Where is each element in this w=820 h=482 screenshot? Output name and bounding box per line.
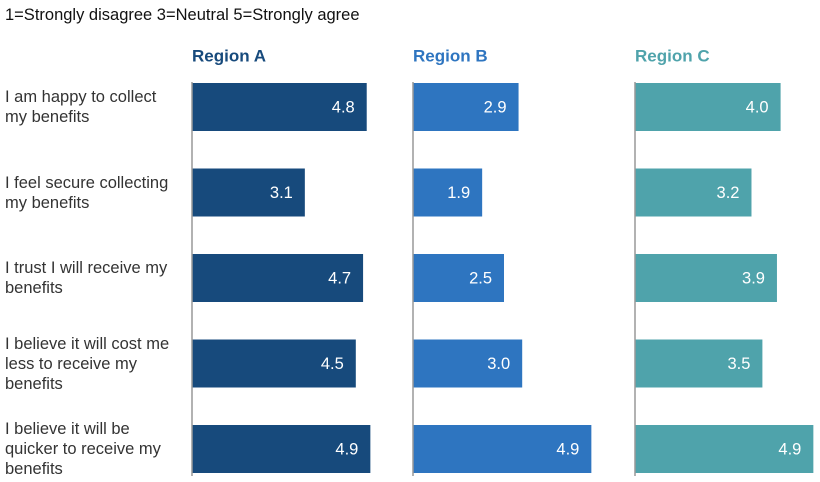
bar bbox=[635, 168, 752, 217]
legend-label: Region A bbox=[192, 46, 266, 65]
category-label: I am happy to collect my benefits bbox=[5, 88, 157, 126]
value-label: 1.9 bbox=[447, 184, 470, 202]
bar bbox=[192, 425, 371, 473]
subtitle: 1=Strongly disagree 3=Neutral 5=Strongly… bbox=[5, 6, 360, 24]
value-label: 4.9 bbox=[556, 440, 579, 458]
value-label: 3.9 bbox=[742, 269, 765, 287]
bar bbox=[192, 168, 305, 217]
value-label: 4.5 bbox=[321, 355, 344, 373]
category-label: I feel secure collecting my benefits bbox=[5, 173, 169, 212]
bar bbox=[635, 83, 781, 131]
value-label: 4.8 bbox=[332, 98, 355, 116]
category-label: I believe it will be quicker to receive … bbox=[5, 420, 161, 478]
category-label: I believe it will cost me less to receiv… bbox=[5, 334, 170, 393]
value-label: 2.5 bbox=[469, 269, 492, 287]
value-label: 3.0 bbox=[487, 355, 510, 373]
value-label: 4.9 bbox=[778, 440, 801, 458]
bar bbox=[192, 339, 356, 388]
bar bbox=[192, 83, 367, 131]
value-label: 3.5 bbox=[727, 355, 750, 373]
value-label: 4.0 bbox=[746, 98, 769, 116]
bar bbox=[413, 168, 483, 217]
value-label: 3.2 bbox=[717, 184, 740, 202]
value-label: 2.9 bbox=[484, 98, 507, 116]
legend-label: Region C bbox=[635, 46, 710, 65]
value-label: 4.7 bbox=[328, 269, 351, 287]
bar bbox=[413, 83, 519, 131]
bar bbox=[635, 425, 814, 473]
value-label: 3.1 bbox=[270, 184, 293, 202]
bar bbox=[635, 339, 763, 388]
value-label: 4.9 bbox=[335, 440, 358, 458]
category-label: I trust I will receive my benefits bbox=[5, 259, 168, 297]
bar bbox=[413, 339, 523, 388]
bar bbox=[635, 254, 777, 302]
legend-label: Region B bbox=[413, 46, 488, 65]
bar bbox=[413, 254, 504, 302]
bar bbox=[192, 254, 364, 302]
bar bbox=[413, 425, 592, 473]
